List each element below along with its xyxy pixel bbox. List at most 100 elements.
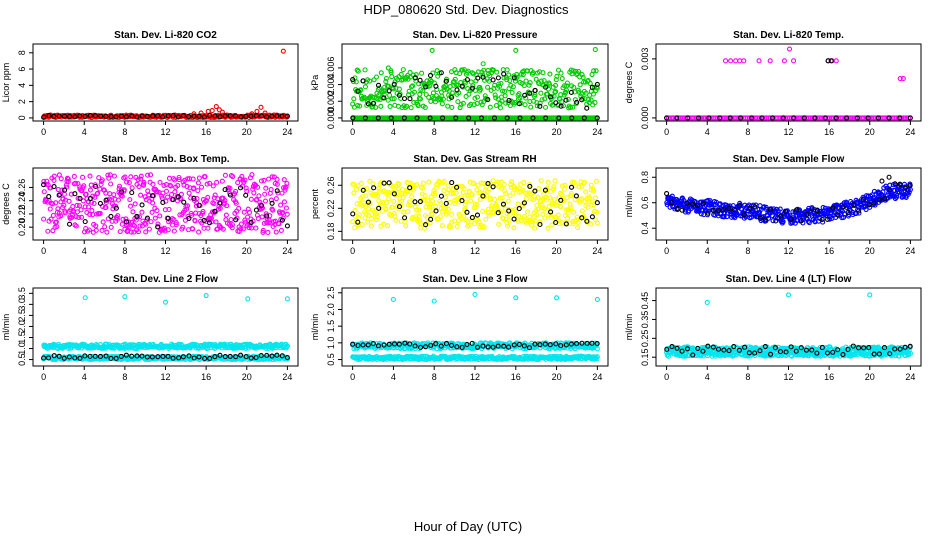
data-point	[438, 70, 444, 76]
data-point	[241, 209, 247, 215]
data-point	[591, 68, 597, 74]
data-point	[585, 96, 591, 103]
data-point	[180, 224, 186, 230]
data-point	[496, 221, 502, 227]
data-point	[517, 115, 523, 121]
data-point	[534, 212, 540, 218]
data-point	[217, 352, 223, 358]
data-point	[56, 192, 62, 198]
data-point	[259, 214, 265, 220]
data-point	[130, 209, 136, 215]
data-point	[136, 184, 142, 190]
data-point	[863, 115, 870, 121]
data-point	[72, 355, 78, 361]
data-point	[463, 199, 469, 205]
data-point	[434, 86, 440, 93]
x-tick-label: 8	[432, 372, 437, 382]
data-point	[425, 115, 431, 121]
data-point	[154, 208, 160, 214]
data-point	[71, 173, 77, 180]
data-point	[139, 202, 145, 208]
data-point	[554, 295, 560, 301]
data-point	[492, 92, 498, 98]
x-tick-label: 20	[865, 372, 875, 382]
data-point	[144, 113, 150, 120]
data-point	[592, 47, 598, 53]
data-point	[277, 210, 283, 216]
data-point	[762, 217, 768, 223]
data-point	[41, 182, 47, 188]
data-point	[274, 181, 280, 187]
data-point	[710, 207, 716, 214]
data-point	[475, 75, 481, 81]
data-point	[431, 192, 438, 198]
data-point	[791, 115, 797, 121]
data-point	[266, 220, 272, 226]
data-point	[502, 188, 508, 194]
data-point	[205, 194, 211, 200]
data-point	[501, 71, 507, 77]
y-axis-label: kPa	[310, 75, 320, 91]
data-point	[56, 210, 62, 216]
data-point	[860, 115, 866, 121]
data-point	[396, 181, 402, 187]
x-tick-label: 20	[552, 246, 562, 256]
data-point	[563, 342, 569, 348]
data-point	[104, 229, 110, 235]
data-point	[162, 299, 169, 305]
data-point	[521, 343, 527, 349]
data-point	[505, 198, 511, 204]
data-point	[406, 88, 412, 94]
data-point	[897, 181, 903, 188]
data-point	[365, 101, 371, 107]
data-point	[264, 352, 270, 358]
data-point	[204, 181, 210, 187]
data-point	[443, 78, 449, 84]
data-point	[763, 204, 769, 210]
data-point	[480, 74, 486, 80]
data-point	[506, 208, 512, 214]
data-point	[406, 180, 412, 186]
data-point	[417, 217, 423, 223]
data-point	[351, 96, 357, 102]
data-point	[470, 83, 476, 89]
data-point	[41, 216, 47, 222]
data-point	[433, 208, 439, 214]
data-point	[278, 227, 284, 233]
data-point	[522, 92, 528, 98]
data-point	[246, 209, 253, 215]
x-tick-label: 16	[201, 372, 211, 382]
data-point	[589, 202, 595, 208]
data-point	[55, 206, 61, 212]
data-point	[781, 58, 787, 64]
y-tick-label: 0.003	[640, 48, 650, 71]
data-point	[77, 195, 83, 201]
data-point	[419, 70, 425, 76]
y-tick-label: 0.20	[17, 218, 27, 236]
y-tick-label: 0.45	[640, 292, 650, 310]
data-point	[222, 187, 228, 193]
data-point	[222, 172, 228, 178]
y-tick-label: 0	[17, 115, 27, 120]
data-point	[351, 190, 357, 196]
data-point	[45, 228, 51, 234]
data-point	[97, 210, 103, 216]
x-tick-label: 4	[82, 127, 87, 137]
data-point	[41, 189, 47, 195]
data-point	[480, 180, 486, 186]
data-point	[466, 222, 472, 228]
data-point	[491, 115, 498, 121]
data-point	[558, 204, 564, 210]
data-point	[51, 184, 57, 190]
data-point	[474, 94, 480, 100]
data-point	[209, 209, 215, 215]
data-point	[262, 191, 268, 197]
data-point	[58, 213, 64, 219]
data-point	[137, 223, 143, 229]
data-point	[122, 174, 128, 180]
data-point	[822, 115, 828, 121]
data-point	[907, 182, 913, 188]
data-point	[441, 87, 447, 93]
data-point	[480, 343, 486, 349]
